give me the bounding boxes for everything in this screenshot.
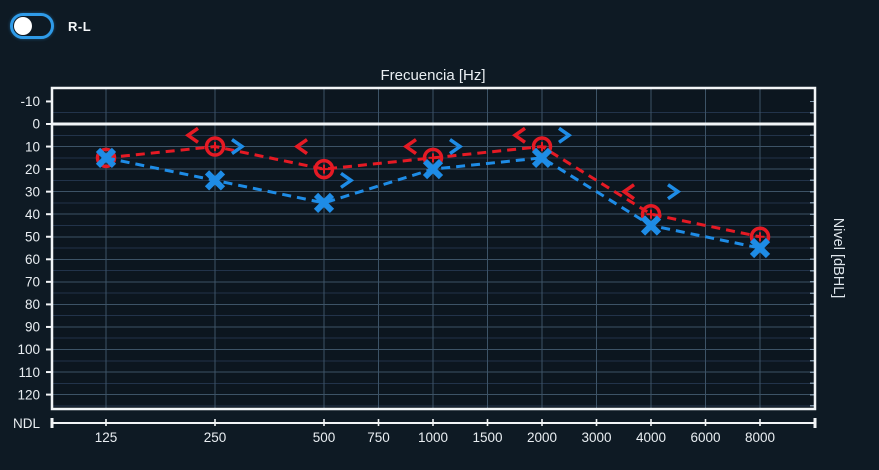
chevron-right-icon — [339, 171, 355, 189]
rl-toggle[interactable] — [10, 13, 54, 39]
y-tick-label: 20 — [25, 162, 40, 177]
x-marker-icon — [422, 158, 444, 180]
x-tick-label: 4000 — [636, 430, 666, 445]
x-tick-label: 125 — [95, 430, 118, 445]
chevron-left-icon — [511, 126, 527, 144]
y-tick-label: 110 — [18, 365, 40, 380]
x-axis: 125 250 500 750 1000 1500 2000 3000 4000 6000 8000 — [50, 418, 817, 445]
x-marker-icon — [640, 215, 662, 236]
chevron-left-icon — [184, 126, 200, 144]
x-tick-label: 1000 — [418, 430, 448, 445]
right-ear-bone-conduction-marker[interactable] — [184, 126, 200, 144]
rl-toggle-label: R-L — [68, 18, 92, 34]
chart-title: Frecuencia [Hz] — [380, 67, 485, 84]
left-ear-bone-conduction-marker[interactable] — [557, 126, 573, 144]
y-axis-ndl-label: NDL — [13, 416, 40, 431]
left-ear-air-conduction-marker[interactable] — [749, 237, 771, 259]
circle-marker-icon — [313, 158, 335, 180]
chevron-right-icon — [557, 126, 573, 144]
circle-marker-icon — [204, 136, 226, 157]
left-ear-bone-conduction-marker[interactable] — [230, 138, 246, 155]
x-tick-label: 6000 — [690, 430, 720, 445]
y-tick-label: 90 — [25, 320, 40, 335]
left-ear-bone-conduction-marker[interactable] — [666, 183, 682, 201]
rl-toggle-knob[interactable] — [14, 17, 32, 35]
y-tick-label: 70 — [25, 275, 40, 290]
left-ear-air-conduction-marker[interactable] — [531, 147, 553, 168]
toolbar: R-L — [10, 13, 91, 39]
x-tick-label: 250 — [204, 430, 227, 445]
left-ear-air-conduction-marker[interactable] — [640, 215, 662, 236]
y-tick-label: 80 — [25, 297, 40, 312]
left-ear-air-conduction-marker[interactable] — [422, 158, 444, 180]
right-ear-bone-conduction-marker[interactable] — [293, 138, 309, 155]
x-tick-label: 500 — [313, 430, 336, 445]
x-marker-icon — [95, 147, 117, 168]
y-tick-label: 40 — [25, 207, 40, 222]
x-tick-label: 3000 — [581, 430, 611, 445]
chevron-left-icon — [402, 138, 418, 155]
x-marker-icon — [204, 170, 226, 191]
circle-marker-icon — [95, 147, 117, 169]
right-ear-air-conduction-marker[interactable] — [204, 136, 226, 157]
y-tick-label: 10 — [25, 139, 40, 154]
y-tick-label: 100 — [17, 342, 40, 357]
chevron-right-icon — [230, 138, 246, 155]
right-ear-air-conduction-marker[interactable] — [313, 158, 335, 180]
x-marker-icon — [749, 237, 771, 259]
chevron-right-icon — [448, 138, 464, 155]
y-tick-label: 120 — [17, 387, 40, 402]
x-marker-icon — [531, 147, 553, 168]
x-marker-icon — [313, 192, 335, 214]
left-ear-air-conduction-marker[interactable] — [313, 192, 335, 214]
chevron-left-icon — [293, 138, 309, 155]
y-tick-label: -10 — [20, 94, 40, 109]
right-ear-bone-conduction — [184, 126, 636, 201]
left-ear-bone-conduction-marker[interactable] — [339, 171, 355, 189]
x-tick-label: 750 — [367, 430, 390, 445]
x-tick-label: 8000 — [745, 430, 775, 445]
y-axis-right-label: Nivel [dBHL] — [830, 218, 846, 299]
y-axis: -10 0 10 20 30 40 50 60 70 80 90 100 110 120 NDL — [13, 94, 52, 431]
left-ear-air-conduction-marker[interactable] — [95, 147, 117, 168]
left-ear-bone-conduction-marker[interactable] — [448, 138, 464, 155]
plot-border — [50, 86, 817, 411]
chevron-left-icon — [620, 183, 636, 201]
chevron-right-icon — [666, 183, 682, 201]
y-tick-label: 0 — [32, 117, 40, 132]
x-tick-label: 2000 — [527, 430, 557, 445]
right-ear-bone-conduction-marker[interactable] — [402, 138, 418, 155]
left-ear-bone-conduction — [230, 126, 682, 201]
left-ear-air-conduction — [95, 147, 771, 259]
right-ear-bone-conduction-marker[interactable] — [511, 126, 527, 144]
gridlines — [52, 88, 815, 409]
y-tick-label: 60 — [25, 252, 40, 267]
left-ear-air-conduction-marker[interactable] — [204, 170, 226, 191]
y-tick-label: 30 — [25, 184, 40, 199]
right-ear-bone-conduction-marker[interactable] — [620, 183, 636, 201]
x-tick-label: 1500 — [472, 430, 502, 445]
y-tick-label: 50 — [25, 229, 40, 244]
